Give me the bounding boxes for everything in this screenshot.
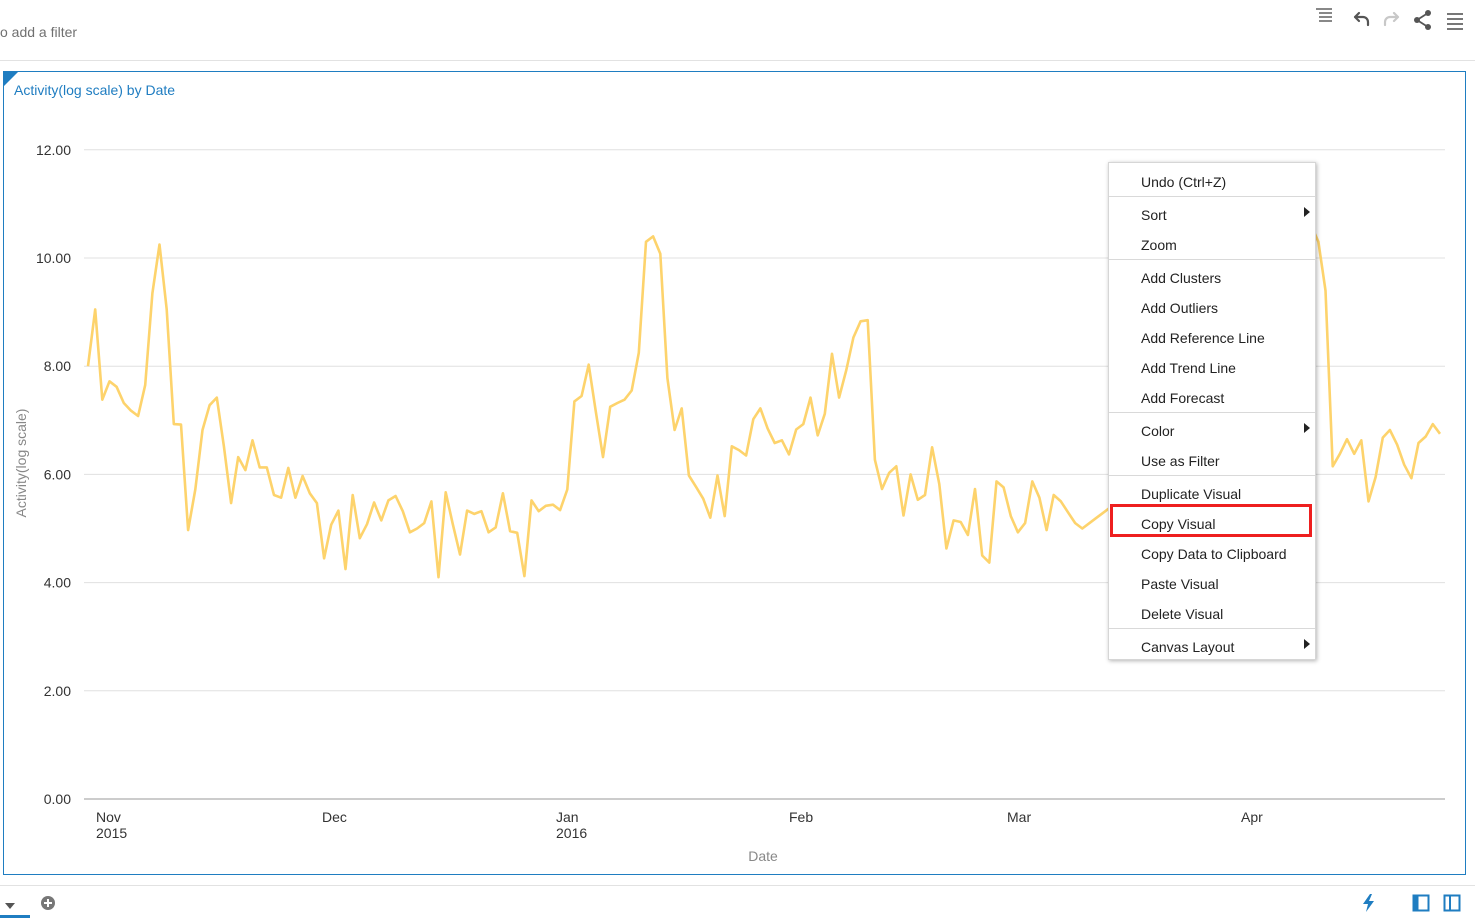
menu-item-delete-visual[interactable]: Delete Visual: [1109, 597, 1315, 627]
active-tab-indicator: [0, 915, 30, 918]
menu-item-zoom[interactable]: Zoom: [1109, 228, 1315, 258]
y-tick-label: 10.00: [36, 250, 71, 266]
submenu-arrow-icon: [1304, 423, 1310, 433]
menu-item-label: Copy Data to Clipboard: [1141, 546, 1287, 562]
menu-separator: [1109, 196, 1315, 197]
x-tick-sublabel: 2015: [96, 825, 127, 841]
menu-item-label: Use as Filter: [1141, 453, 1220, 469]
dropdown-icon[interactable]: [4, 898, 16, 916]
right-panel-icon[interactable]: [1443, 894, 1461, 917]
lines-icon[interactable]: [1313, 6, 1337, 30]
menu-item-label: Color: [1141, 423, 1175, 439]
menu-separator: [1109, 259, 1315, 260]
x-axis-title: Date: [748, 848, 778, 864]
menu-item-add-trend-line[interactable]: Add Trend Line: [1109, 351, 1315, 381]
menu-item-label: Zoom: [1141, 237, 1177, 253]
menu-item-label: Paste Visual: [1141, 576, 1219, 592]
bottom-bar: [0, 885, 1475, 920]
selection-corner: [4, 72, 18, 86]
undo-icon[interactable]: [1349, 8, 1373, 32]
x-tick-sublabel: 2016: [556, 825, 587, 841]
menu-item-label: Duplicate Visual: [1141, 486, 1242, 502]
menu-item-label: Copy Visual: [1141, 516, 1216, 532]
menu-item-sort[interactable]: Sort: [1109, 198, 1315, 228]
y-axis-title: Activity(log scale): [13, 409, 29, 518]
y-tick-label: 12.00: [36, 142, 71, 158]
menu-item-paste-visual[interactable]: Paste Visual: [1109, 567, 1315, 597]
menu-item-color[interactable]: Color: [1109, 414, 1315, 444]
add-page-icon[interactable]: [40, 895, 56, 916]
menu-item-label: Add Trend Line: [1141, 360, 1236, 376]
x-tick-label: Dec: [322, 809, 347, 825]
menu-item-label: Canvas Layout: [1141, 639, 1235, 655]
y-tick-label: 4.00: [44, 575, 71, 591]
x-tick-label: Nov: [96, 809, 121, 825]
submenu-arrow-icon: [1304, 639, 1310, 649]
menu-item-label: Sort: [1141, 207, 1167, 223]
auto-insights-icon[interactable]: [1361, 893, 1377, 918]
redo-icon[interactable]: [1380, 8, 1404, 32]
menu-item-label: Add Clusters: [1141, 270, 1222, 286]
menu-item-add-forecast[interactable]: Add Forecast: [1109, 381, 1315, 411]
left-panel-icon[interactable]: [1412, 894, 1430, 917]
x-tick-label: Apr: [1241, 809, 1263, 825]
top-toolbar: o add a filter: [0, 0, 1475, 61]
menu-separator: [1109, 475, 1315, 476]
context-menu: Undo (Ctrl+Z) Sort Zoom Add Clusters Add Out…: [1108, 162, 1316, 660]
menu-separator: [1109, 412, 1315, 413]
menu-item-duplicate-visual[interactable]: Duplicate Visual: [1109, 477, 1315, 507]
menu-item-use-as-filter[interactable]: Use as Filter: [1109, 444, 1315, 474]
filter-hint[interactable]: o add a filter: [0, 24, 78, 40]
menu-item-add-outliers[interactable]: Add Outliers: [1109, 291, 1315, 321]
y-tick-label: 0.00: [44, 791, 71, 807]
menu-item-undo-ctrl-z[interactable]: Undo (Ctrl+Z): [1109, 165, 1315, 195]
menu-item-add-reference-line[interactable]: Add Reference Line: [1109, 321, 1315, 351]
menu-item-label: Add Outliers: [1141, 300, 1219, 316]
x-tick-label: Jan: [556, 809, 579, 825]
visual-title[interactable]: Activity(log scale) by Date: [14, 82, 176, 98]
menu-item-label: Delete Visual: [1141, 606, 1224, 622]
share-icon[interactable]: [1411, 8, 1435, 32]
y-tick-label: 2.00: [44, 683, 71, 699]
menu-item-label: Add Reference Line: [1141, 330, 1265, 346]
menu-item-add-clusters[interactable]: Add Clusters: [1109, 261, 1315, 291]
x-tick-label: Mar: [1007, 809, 1031, 825]
x-tick-label: Feb: [789, 809, 813, 825]
y-tick-label: 8.00: [44, 358, 71, 374]
menu-item-label: Undo (Ctrl+Z): [1141, 174, 1227, 190]
menu-separator: [1109, 628, 1315, 629]
copy-visual-highlight: [1110, 504, 1312, 537]
submenu-arrow-icon: [1304, 207, 1310, 217]
menu-item-copy-visual[interactable]: Copy Visual: [1109, 507, 1315, 537]
menu-item-copy-data-to-clipboard[interactable]: Copy Data to Clipboard: [1109, 537, 1315, 567]
y-tick-label: 6.00: [44, 466, 71, 482]
menu-item-canvas-layout[interactable]: Canvas Layout: [1109, 630, 1315, 660]
menu-item-label: Add Forecast: [1141, 390, 1225, 406]
menu-icon[interactable]: [1444, 9, 1468, 33]
